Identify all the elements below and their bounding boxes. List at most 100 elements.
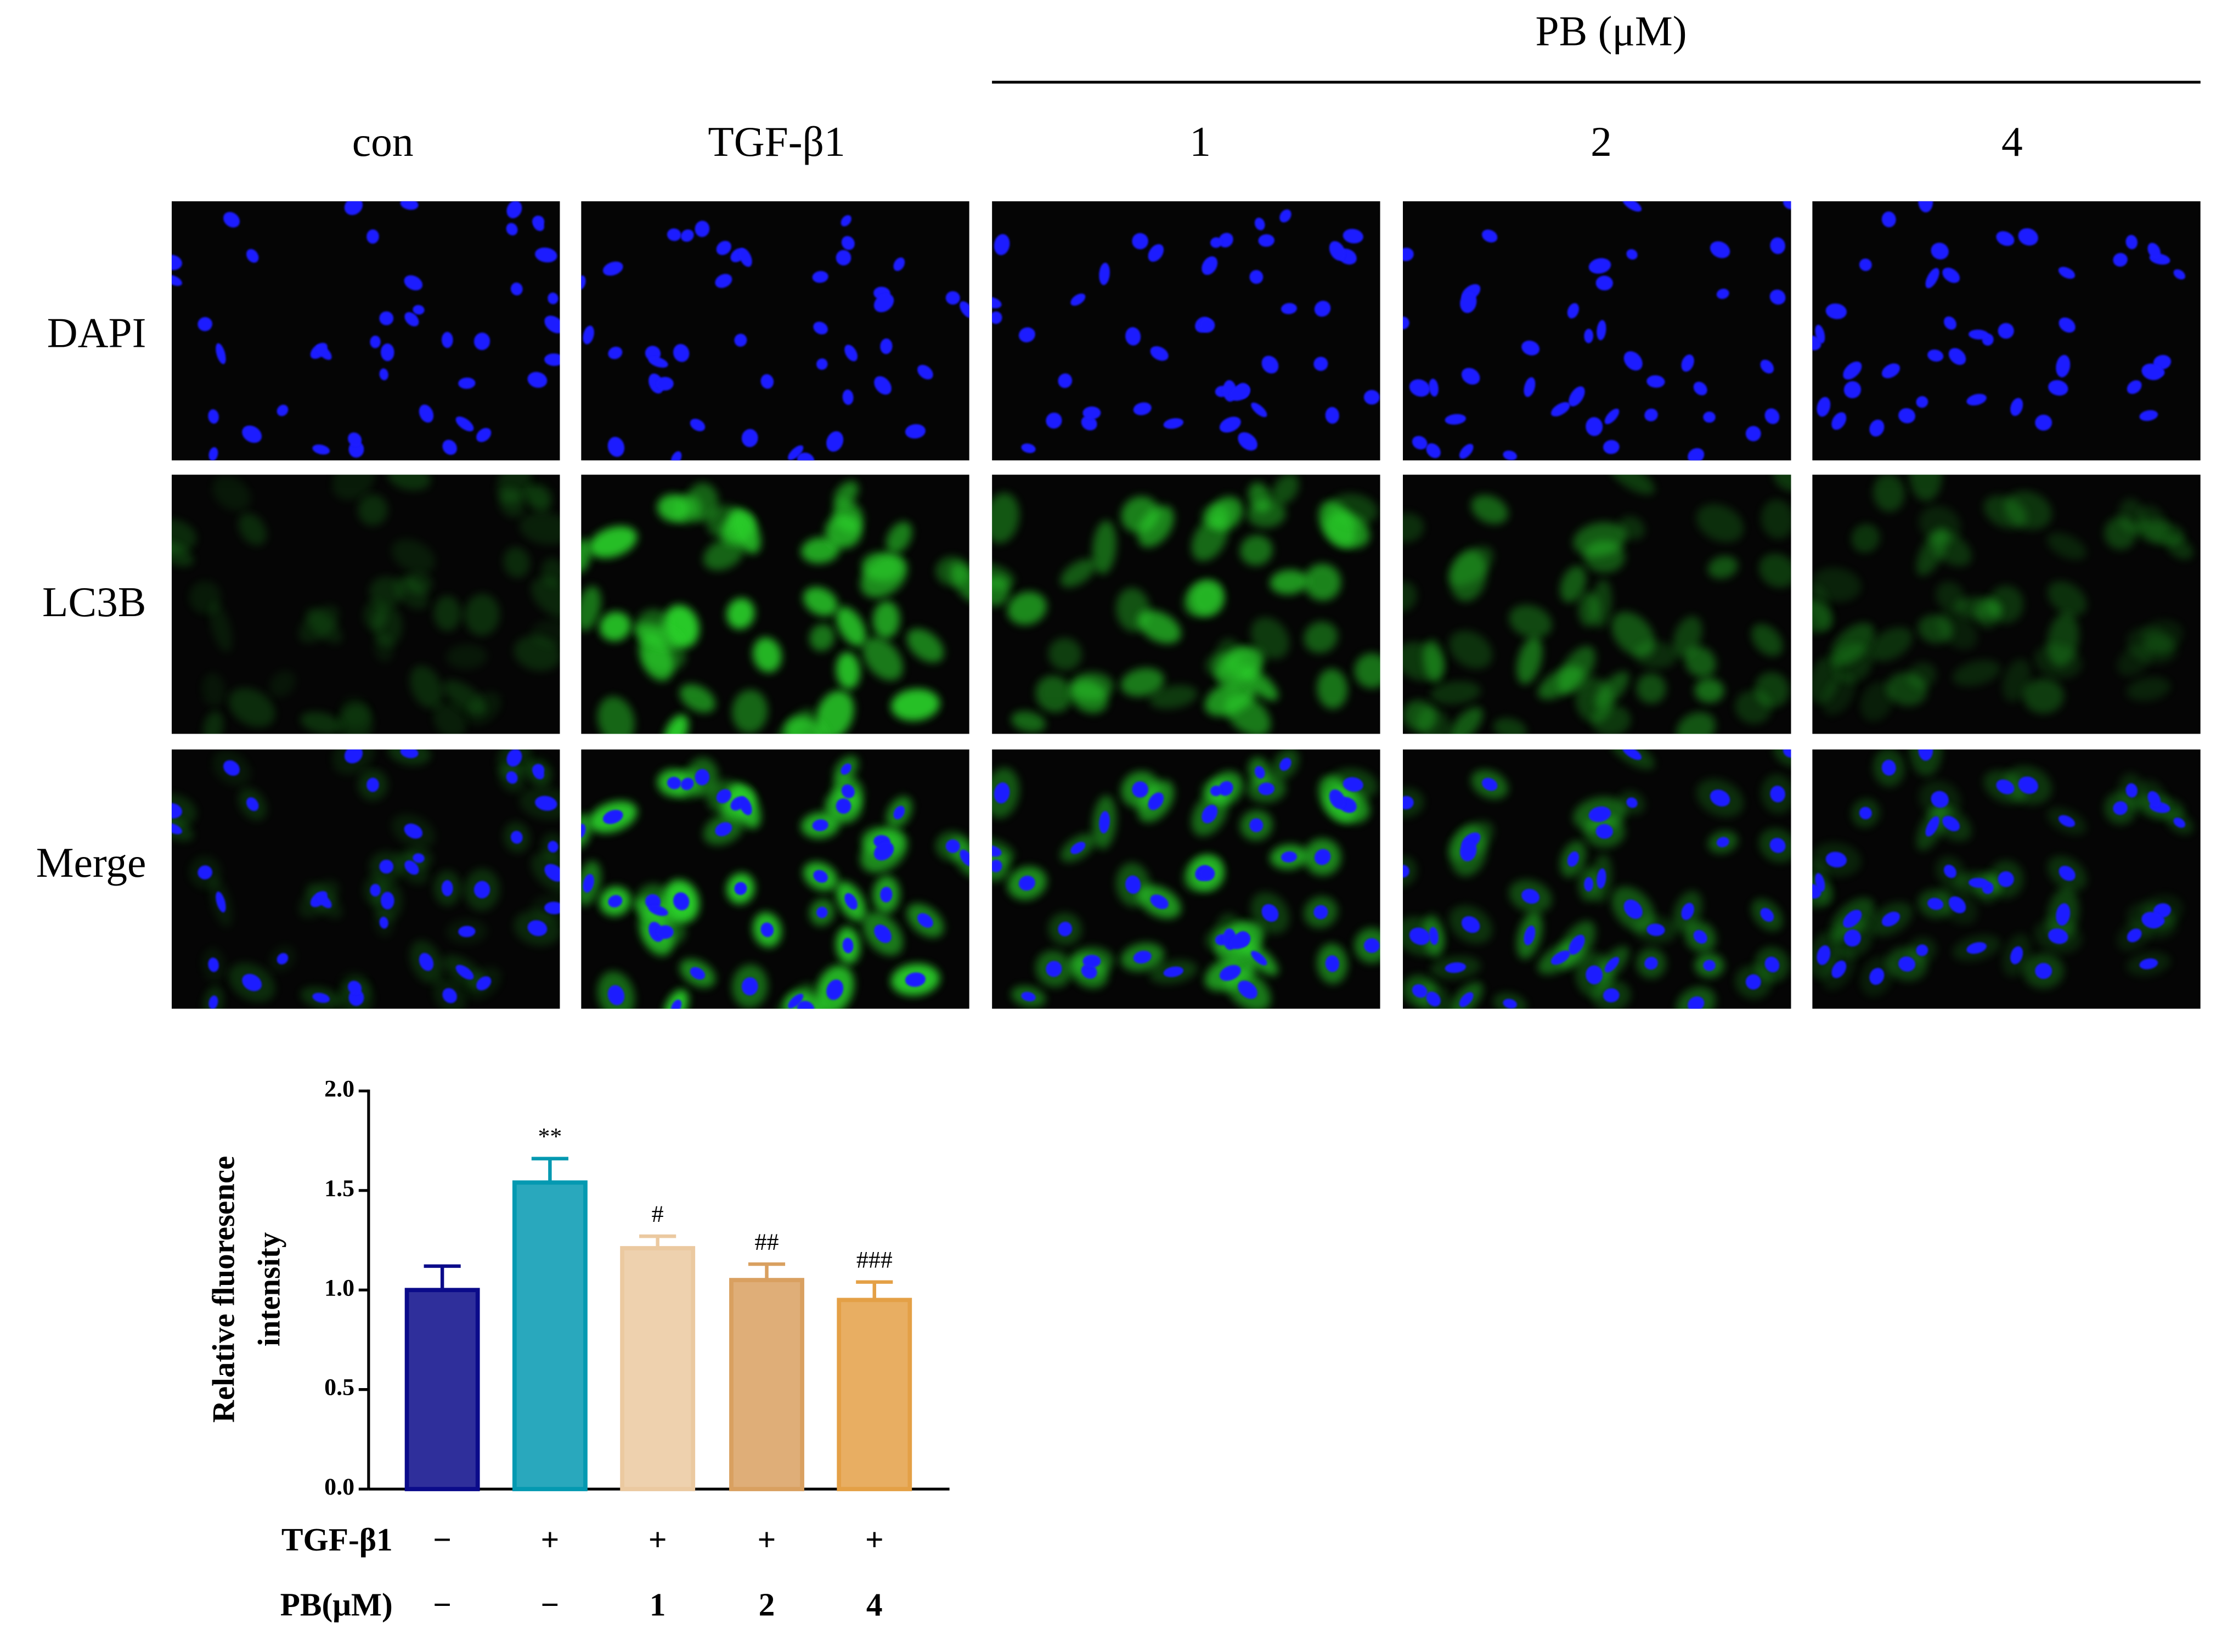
row-label: DAPI: [47, 309, 146, 356]
nucleus: [198, 317, 212, 331]
nucleus: [548, 292, 559, 305]
nucleus: [404, 860, 419, 875]
lc3b-signal: [1202, 504, 1230, 528]
nucleus: [316, 345, 332, 360]
nucleus: [1843, 381, 1862, 398]
nucleus: [2141, 911, 2163, 929]
nucleus: [1623, 351, 1643, 371]
lc3b-signal: [1673, 616, 1702, 657]
nucleus: [1831, 412, 1847, 430]
nucleus: [813, 322, 828, 335]
nucleus: [510, 282, 523, 296]
nucleus: [1898, 408, 1916, 424]
nucleus: [1969, 878, 1989, 888]
nucleus: [379, 311, 394, 325]
nucleus: [1943, 865, 1956, 878]
lc3b-signal: [433, 703, 467, 734]
nucleus: [208, 409, 219, 424]
nucleus: [787, 445, 804, 460]
nucleus: [1812, 335, 1821, 351]
nucleus: [812, 819, 828, 831]
nucleus: [2010, 946, 2023, 965]
lc3b-signal: [634, 623, 682, 649]
nucleus: [1363, 390, 1380, 405]
lc3b-signal: [1609, 475, 1655, 495]
nucleus: [2125, 235, 2138, 250]
nucleus: [1281, 851, 1297, 863]
row-label: Merge: [36, 839, 146, 886]
nucleus: [1018, 875, 1035, 891]
lc3b-signal: [1684, 646, 1716, 678]
nucleus: [1254, 217, 1265, 230]
lc3b-signal: [597, 696, 635, 734]
nucleus: [812, 270, 828, 283]
micrograph-bg: [171, 201, 560, 461]
treatment-value: −: [540, 1587, 559, 1623]
lc3b-signal: [171, 541, 194, 567]
nucleus: [2059, 865, 2076, 881]
nucleus: [992, 311, 1002, 324]
nucleus: [171, 803, 182, 819]
nucleus: [1133, 950, 1152, 964]
nucleus: [1925, 816, 1939, 837]
treatment-value: −: [433, 1521, 452, 1558]
nucleus: [1219, 965, 1241, 981]
nucleus: [813, 870, 828, 883]
nucleus: [715, 274, 732, 288]
nucleus: [208, 995, 218, 1009]
nucleus: [992, 845, 1002, 857]
nucleus: [2127, 380, 2142, 394]
nucleus: [734, 334, 747, 347]
micrograph: [171, 201, 560, 461]
lc3b-signal: [1471, 494, 1508, 525]
nucleus: [1046, 413, 1062, 429]
nucleus: [1998, 871, 2014, 887]
lc3b-signal: [1611, 611, 1655, 657]
y-axis-label: intensity: [252, 1232, 286, 1346]
nucleus: [1070, 842, 1086, 854]
lc3b-signal: [1430, 681, 1481, 704]
lc3b-signal: [1092, 520, 1116, 574]
nucleus: [1363, 938, 1380, 953]
lc3b-signal: [1240, 535, 1273, 566]
nucleus: [1503, 450, 1517, 461]
nucleus: [441, 331, 453, 348]
nucleus: [1567, 851, 1579, 867]
nucleus: [1764, 956, 1780, 973]
nucleus: [1249, 818, 1264, 832]
lc3b-signal: [906, 628, 944, 663]
nucleus: [1329, 241, 1346, 261]
nucleus: [1996, 779, 2015, 794]
lc3b-signal: [1450, 707, 1483, 734]
nucleus: [208, 447, 218, 461]
micrograph: [581, 749, 969, 1009]
lc3b-signal: [1035, 675, 1073, 713]
nucleus: [760, 922, 774, 937]
lc3b-signal: [1402, 581, 1417, 612]
nucleus: [506, 771, 518, 784]
nucleus: [242, 425, 262, 443]
lc3b-signal: [1304, 621, 1338, 653]
nucleus: [1018, 327, 1035, 342]
treatment-label: TGF-β1: [281, 1521, 393, 1558]
lc3b-signal: [2165, 536, 2193, 560]
nucleus: [198, 865, 212, 879]
lc3b-signal: [599, 611, 631, 641]
lc3b-signal: [2047, 581, 2087, 616]
lc3b-signal: [785, 717, 827, 734]
micrograph-bg: [581, 749, 969, 1009]
nucleus: [380, 343, 394, 362]
nucleus: [1925, 268, 1939, 289]
lc3b-signal: [209, 602, 233, 652]
nucleus: [1099, 262, 1110, 285]
nucleus: [2139, 410, 2158, 421]
nucleus: [1942, 816, 1960, 832]
nucleus: [344, 749, 363, 764]
micrograph: [171, 749, 560, 1009]
nucleus: [1445, 414, 1467, 425]
nucleus: [844, 893, 858, 910]
nucleus: [1021, 991, 1036, 1002]
nucleus: [2018, 228, 2038, 246]
lc3b-signal: [860, 555, 907, 598]
lc3b-signal: [1070, 672, 1114, 701]
